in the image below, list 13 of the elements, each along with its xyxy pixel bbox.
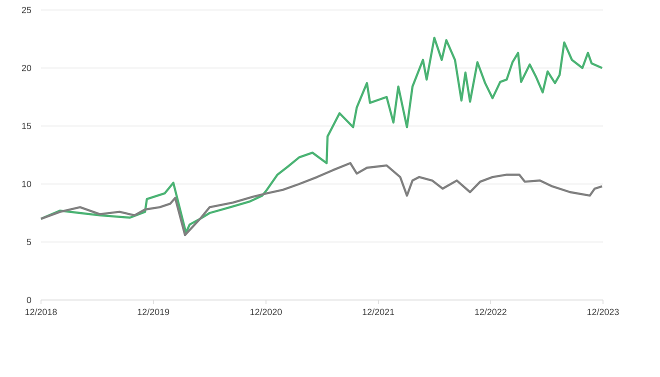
x-tick-label: 12/2018 [25, 308, 57, 316]
y-tick-label: 10 [22, 180, 32, 188]
x-tick-label: 12/2019 [138, 308, 170, 316]
x-tick-label: 12/2023 [587, 308, 619, 316]
y-tick-label: 0 [26, 296, 32, 304]
line-series [40, 162, 604, 236]
y-tick-label: 5 [26, 238, 32, 246]
x-tick-label: 12/2022 [475, 308, 506, 316]
x-tick-label: 12/2021 [362, 308, 394, 316]
y-tick-label: 20 [22, 64, 32, 72]
y-tick-label: 25 [22, 6, 32, 14]
y-tick-label: 15 [22, 122, 32, 130]
x-tick-label: 12/2020 [250, 308, 282, 316]
